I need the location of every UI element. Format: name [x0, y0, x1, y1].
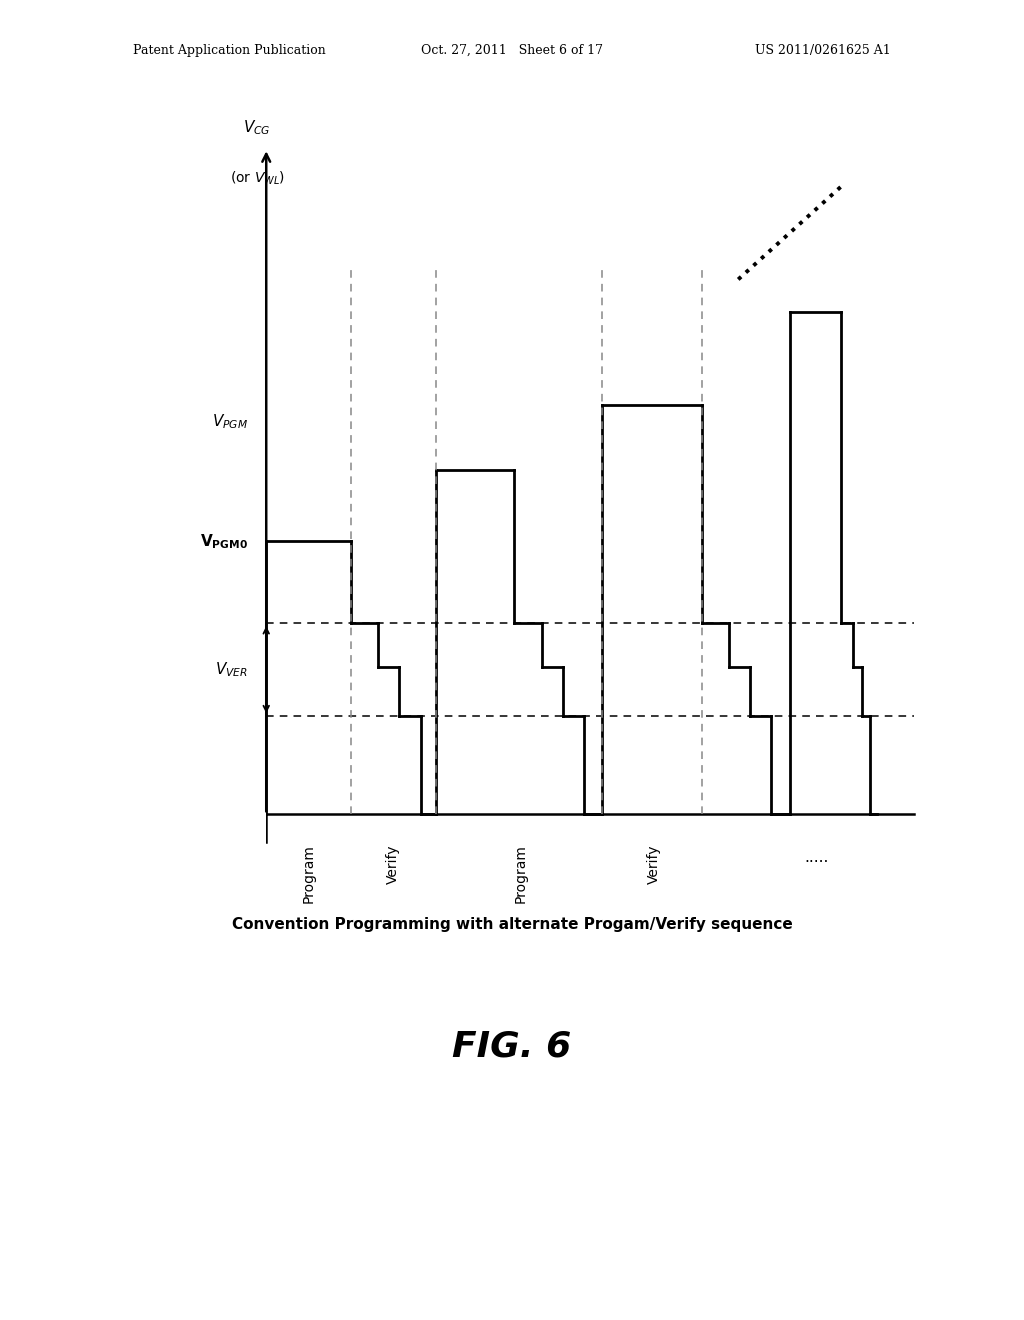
Text: Program: Program	[302, 845, 315, 903]
Text: (or $V_{WL}$): (or $V_{WL}$)	[229, 169, 285, 186]
Text: Patent Application Publication: Patent Application Publication	[133, 44, 326, 57]
Text: $\mathbf{V_{PGM0}}$: $\mathbf{V_{PGM0}}$	[200, 532, 248, 550]
Text: $V_{CG}$: $V_{CG}$	[244, 119, 271, 137]
Text: Oct. 27, 2011   Sheet 6 of 17: Oct. 27, 2011 Sheet 6 of 17	[421, 44, 603, 57]
Text: .....: .....	[805, 850, 829, 865]
Text: FIG. 6: FIG. 6	[453, 1030, 571, 1064]
Text: Verify: Verify	[386, 845, 400, 884]
Text: Verify: Verify	[646, 845, 660, 884]
Text: Program: Program	[513, 845, 527, 903]
Text: $V_{PGM}$: $V_{PGM}$	[212, 412, 248, 430]
Text: Convention Programming with alternate Progam/Verify sequence: Convention Programming with alternate Pr…	[231, 917, 793, 932]
Text: $V_{VER}$: $V_{VER}$	[215, 660, 248, 678]
Text: US 2011/0261625 A1: US 2011/0261625 A1	[755, 44, 891, 57]
